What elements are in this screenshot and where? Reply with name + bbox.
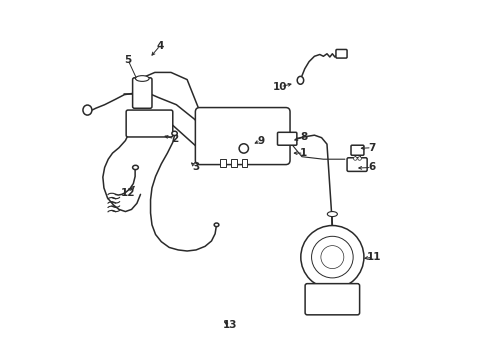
- Ellipse shape: [214, 223, 219, 226]
- Text: 2: 2: [171, 134, 178, 144]
- Ellipse shape: [326, 212, 337, 217]
- Text: 6: 6: [367, 162, 375, 172]
- Text: 8: 8: [300, 132, 306, 142]
- Text: 3: 3: [192, 162, 199, 172]
- Text: 9: 9: [257, 136, 264, 145]
- Text: 13: 13: [223, 320, 237, 330]
- FancyBboxPatch shape: [335, 49, 346, 58]
- Circle shape: [353, 157, 356, 160]
- Text: 12: 12: [121, 188, 135, 198]
- Text: 7: 7: [367, 143, 375, 153]
- Text: 4: 4: [156, 41, 163, 50]
- FancyBboxPatch shape: [350, 145, 363, 155]
- FancyBboxPatch shape: [305, 284, 359, 315]
- FancyBboxPatch shape: [126, 110, 172, 137]
- Text: 1: 1: [300, 148, 306, 158]
- Circle shape: [239, 144, 248, 153]
- Ellipse shape: [297, 76, 303, 84]
- Bar: [230, 159, 236, 167]
- Bar: [241, 159, 247, 167]
- Text: 5: 5: [124, 55, 131, 65]
- FancyBboxPatch shape: [346, 158, 366, 171]
- Circle shape: [300, 226, 363, 289]
- Circle shape: [311, 236, 352, 278]
- Circle shape: [357, 157, 361, 160]
- Ellipse shape: [132, 165, 138, 170]
- FancyBboxPatch shape: [195, 108, 289, 165]
- Bar: [220, 159, 225, 167]
- Ellipse shape: [83, 105, 92, 115]
- Ellipse shape: [171, 131, 177, 135]
- FancyBboxPatch shape: [277, 132, 296, 145]
- FancyBboxPatch shape: [132, 78, 152, 108]
- Text: 11: 11: [366, 252, 380, 262]
- Circle shape: [320, 246, 343, 269]
- Text: 10: 10: [273, 82, 287, 92]
- Ellipse shape: [135, 76, 149, 81]
